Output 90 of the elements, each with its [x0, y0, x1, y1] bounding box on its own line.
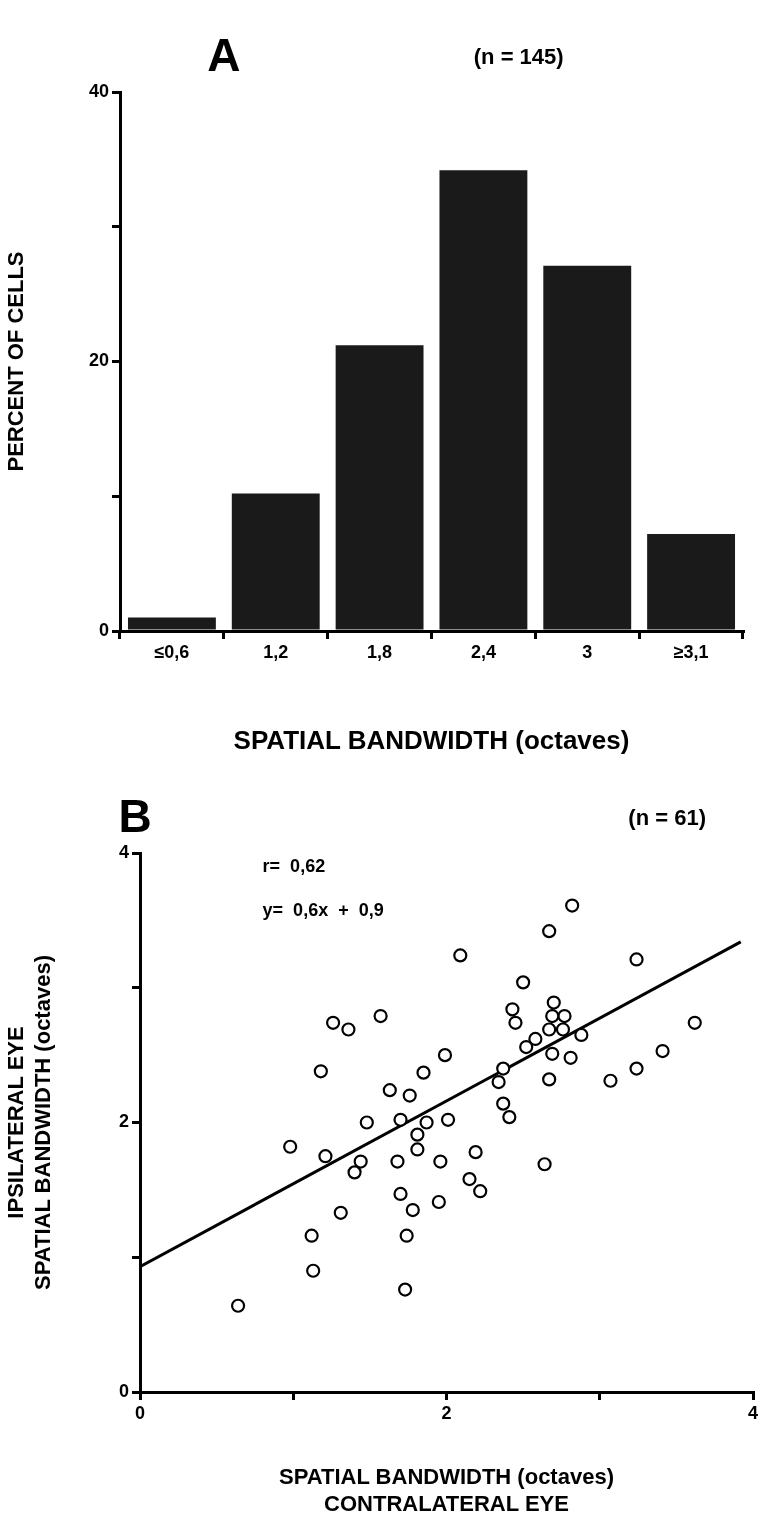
point	[402, 1088, 417, 1103]
point	[341, 1022, 356, 1037]
point	[393, 1112, 408, 1127]
point	[440, 1112, 456, 1127]
point	[416, 1065, 431, 1080]
y-tick-label: 40	[88, 80, 109, 101]
point	[373, 1008, 388, 1024]
y-tick-label: 0	[118, 1380, 129, 1401]
point	[537, 1157, 552, 1172]
point	[410, 1142, 425, 1157]
point	[230, 1298, 246, 1313]
point	[398, 1282, 413, 1297]
point	[629, 1061, 644, 1076]
point	[453, 948, 468, 963]
x-axis-title: SPATIAL BANDWIDTH (octaves) CONTRALATERAL EYE	[279, 1464, 614, 1516]
x-tick-label: 0	[134, 1402, 146, 1423]
x-tick-label: 4	[747, 1402, 759, 1423]
bar	[543, 265, 632, 630]
point	[419, 1115, 434, 1130]
point	[304, 1228, 319, 1243]
point	[496, 1096, 511, 1111]
point	[629, 952, 644, 967]
point	[542, 1072, 557, 1087]
point	[382, 1083, 397, 1098]
point	[542, 924, 557, 939]
point	[502, 1110, 517, 1125]
bar	[127, 617, 216, 630]
y-axis-title: IPSILATERAL EYE SPATIAL BANDWIDTH (octaves)	[3, 955, 55, 1290]
point	[405, 1202, 420, 1218]
point	[353, 1154, 368, 1169]
x-tick-label: 3	[582, 641, 593, 662]
annotation: r= 0,62	[262, 855, 326, 876]
point	[468, 1145, 483, 1160]
bar	[439, 170, 528, 630]
point	[473, 1184, 488, 1199]
point	[528, 1031, 543, 1047]
point	[326, 1015, 341, 1030]
x-tick-label: 1,2	[263, 641, 289, 662]
x-tick-label: 1,8	[367, 641, 393, 662]
point	[318, 1149, 333, 1164]
y-tick-label: 4	[118, 841, 129, 862]
point	[545, 1008, 560, 1024]
point	[462, 1172, 477, 1187]
point	[505, 1002, 520, 1017]
point	[491, 1074, 506, 1090]
bar	[647, 533, 736, 630]
point	[565, 898, 580, 913]
point	[347, 1165, 362, 1180]
point	[557, 1008, 572, 1024]
point	[574, 1027, 589, 1043]
point	[563, 1050, 578, 1065]
point	[313, 1064, 328, 1079]
point	[603, 1073, 618, 1088]
point	[359, 1115, 374, 1130]
point	[655, 1043, 670, 1059]
point	[545, 1046, 560, 1061]
x-axis-title: SPATIAL BANDWIDTH (octaves)	[233, 724, 630, 755]
point	[306, 1263, 321, 1278]
point	[433, 1154, 448, 1169]
y-axis-title: PERCENT OF CELLS	[3, 251, 29, 472]
point	[519, 1039, 534, 1055]
chart-subtitle: (n = 61)	[628, 805, 706, 831]
x-tick-label: 2	[441, 1402, 452, 1423]
point	[399, 1228, 414, 1243]
x-tick-label: 2,4	[470, 641, 496, 662]
point	[542, 1022, 557, 1037]
point	[496, 1061, 511, 1076]
x-tick-label: ≤0,6	[154, 641, 190, 662]
chart-title: B	[118, 789, 152, 842]
point	[687, 1015, 702, 1030]
y-tick-label: 0	[98, 619, 109, 640]
point	[410, 1127, 425, 1142]
point	[390, 1154, 405, 1169]
point	[283, 1139, 298, 1154]
chart-subtitle: (n = 145)	[473, 44, 564, 70]
point	[431, 1194, 446, 1210]
bar	[335, 345, 424, 630]
point	[508, 1015, 523, 1030]
x-tick-label: ≥3,1	[673, 641, 709, 662]
point	[555, 1022, 571, 1037]
point	[333, 1205, 348, 1220]
point	[393, 1186, 408, 1202]
y-tick-label: 2	[118, 1111, 129, 1132]
point	[437, 1048, 453, 1063]
point	[516, 975, 531, 990]
annotation: y= 0,6x + 0,9	[262, 899, 384, 920]
chart-title: A	[207, 28, 241, 81]
point	[546, 995, 561, 1010]
bar	[231, 493, 320, 630]
y-tick-label: 20	[88, 350, 109, 371]
